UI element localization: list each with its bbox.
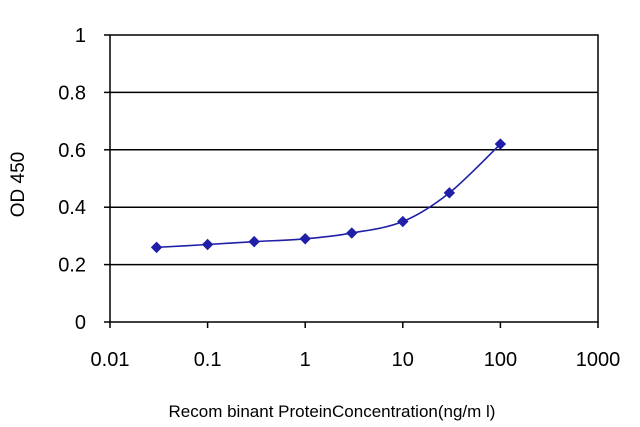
y-tick-label: 0.6 [58, 140, 86, 162]
x-tick-label: 10 [392, 349, 414, 371]
y-tick-label: 0 [75, 312, 86, 334]
data-point [201, 238, 214, 251]
y-tick-label: 1 [75, 25, 86, 47]
y-axis-ticks: 0 0.2 0.4 0.6 0.8 1 [58, 25, 110, 334]
y-tick-label: 0.8 [58, 82, 86, 104]
data-point [443, 187, 456, 199]
data-point [299, 233, 311, 245]
y-axis-label: OD 450 [8, 152, 29, 217]
x-axis-ticks: 0.01 0.1 1 10 100 1000 [91, 322, 621, 371]
data-point [494, 138, 507, 150]
data-point [346, 227, 358, 239]
gridlines [110, 91, 598, 266]
x-axis-label: Recom binant ProteinConcentration(ng/m l… [169, 402, 496, 421]
data-point [150, 241, 163, 254]
x-tick-label: 100 [484, 349, 517, 371]
x-tick-label: 1000 [576, 349, 621, 371]
y-tick-label: 0.4 [58, 197, 86, 219]
x-tick-label: 0.1 [194, 349, 222, 371]
y-tick-label: 0.2 [58, 255, 86, 277]
plot-area [109, 34, 599, 323]
data-point [397, 215, 409, 228]
series-layer [150, 138, 507, 254]
data-point [248, 235, 260, 248]
x-tick-label: 1 [300, 349, 311, 371]
x-tick-label: 0.01 [91, 349, 130, 371]
